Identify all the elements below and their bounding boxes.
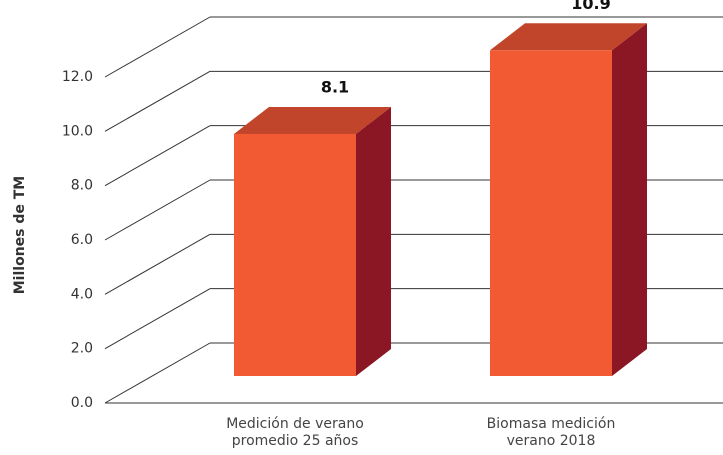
y-tick-label: 8.0	[71, 178, 93, 194]
y-axis-title: Millones de TM	[12, 176, 28, 295]
grid-diagonal	[104, 16, 211, 78]
y-tick-label: 4.0	[71, 286, 93, 302]
grid-diagonal	[104, 288, 211, 350]
value-label-bg	[563, 0, 619, 15]
bar-top	[490, 23, 647, 51]
bar-side	[356, 106, 391, 376]
grid-diagonal	[104, 233, 211, 295]
grid-diagonal	[104, 179, 211, 241]
bar	[490, 50, 612, 376]
bar-side	[612, 23, 647, 376]
y-tick-label: 2.0	[71, 341, 93, 357]
y-tick-label: 0.0	[71, 395, 93, 411]
value-label: 10.9	[571, 0, 610, 13]
y-tick-label: 10.0	[62, 123, 93, 139]
y-tick-label: 6.0	[71, 232, 93, 248]
x-tick-label: Biomasa medición verano 2018	[486, 416, 616, 449]
bar-top	[234, 106, 391, 134]
grid-diagonal	[104, 342, 211, 404]
value-label-bg	[307, 77, 363, 98]
y-tick-label: 12.0	[62, 69, 93, 85]
x-tick-label: Medición de verano promedio 25 años	[226, 416, 364, 449]
grid-diagonal	[104, 125, 211, 187]
value-label: 8.1	[321, 77, 349, 96]
bar	[234, 133, 356, 376]
grid-diagonal	[104, 70, 211, 132]
